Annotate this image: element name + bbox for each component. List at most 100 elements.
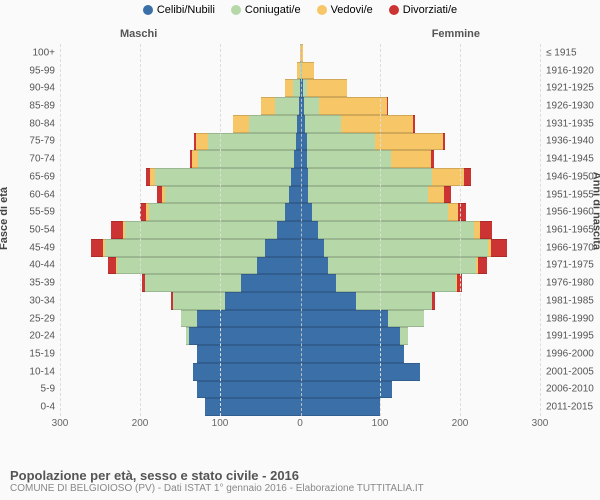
bar-segment xyxy=(302,62,314,80)
birth-label: 1971-1975 xyxy=(540,260,594,271)
male-bar xyxy=(61,98,301,114)
legend-item: Divorziati/e xyxy=(389,4,457,16)
birth-label: 1996-2000 xyxy=(540,348,594,359)
birth-label: 1946-1950 xyxy=(540,171,594,182)
bar-segment xyxy=(165,186,289,204)
male-bar xyxy=(61,151,301,167)
age-label: 50-54 xyxy=(29,224,61,235)
bar-segment xyxy=(117,257,257,275)
female-bar xyxy=(301,399,541,415)
bar-segment xyxy=(301,345,405,363)
male-bar xyxy=(61,328,301,344)
birth-label: 1951-1955 xyxy=(540,189,594,200)
birth-label: ≤ 1915 xyxy=(540,47,577,58)
bar-segment xyxy=(257,257,301,275)
gender-label-male: Maschi xyxy=(120,28,157,40)
grid-line xyxy=(380,44,381,416)
age-label: 10-14 xyxy=(29,366,61,377)
x-tick: 200 xyxy=(452,418,469,429)
bar-segment xyxy=(301,381,393,399)
bar-segment xyxy=(91,239,103,257)
legend-label: Divorziati/e xyxy=(403,4,457,16)
bar-segment xyxy=(197,345,301,363)
bar-segment xyxy=(301,310,389,328)
female-bar xyxy=(301,45,541,61)
bar-segment xyxy=(336,274,456,292)
male-bar xyxy=(61,63,301,79)
male-bar xyxy=(61,364,301,380)
bar-segment xyxy=(149,203,285,221)
age-label: 30-34 xyxy=(29,295,61,306)
bar-segment xyxy=(319,97,387,115)
bar-segment xyxy=(301,239,325,257)
y-axis-title-left: Fasce di età xyxy=(0,187,10,250)
female-bar xyxy=(301,134,541,150)
bar-segment xyxy=(275,97,299,115)
male-bar xyxy=(61,222,301,238)
birth-label: 1916-1920 xyxy=(540,65,594,76)
birth-label: 1931-1935 xyxy=(540,118,594,129)
bar-segment xyxy=(301,292,357,310)
chart-title: Popolazione per età, sesso e stato civil… xyxy=(10,468,590,483)
bar-segment xyxy=(400,327,408,345)
age-label: 90-94 xyxy=(29,83,61,94)
bar-segment xyxy=(301,203,313,221)
bar-segment xyxy=(301,186,309,204)
age-label: 5-9 xyxy=(41,384,61,395)
female-bar xyxy=(301,258,541,274)
bar-segment xyxy=(443,133,445,151)
birth-label: 1961-1965 xyxy=(540,224,594,235)
female-bar xyxy=(301,204,541,220)
female-bar xyxy=(301,169,541,185)
bar-segment xyxy=(197,381,301,399)
bar-segment xyxy=(196,133,208,151)
x-tick: 0 xyxy=(297,418,303,429)
age-label: 75-79 xyxy=(29,136,61,147)
bar-segment xyxy=(480,221,492,239)
female-bar xyxy=(301,98,541,114)
legend-item: Coniugati/e xyxy=(231,4,301,16)
female-bar xyxy=(301,151,541,167)
bar-segment xyxy=(428,186,444,204)
grid-line xyxy=(460,44,461,416)
bar-segment xyxy=(155,168,291,186)
age-label: 85-89 xyxy=(29,100,61,111)
x-tick: 300 xyxy=(52,418,69,429)
male-bar xyxy=(61,45,301,61)
bar-segment xyxy=(208,133,296,151)
legend-swatch xyxy=(317,5,327,15)
legend-swatch xyxy=(143,5,153,15)
bar-segment xyxy=(301,168,309,186)
bar-segment xyxy=(448,203,458,221)
bar-segment xyxy=(413,115,415,133)
bar-segment xyxy=(375,133,443,151)
legend-swatch xyxy=(231,5,241,15)
bar-segment xyxy=(301,363,421,381)
bar-segment xyxy=(307,150,391,168)
bar-segment xyxy=(265,239,301,257)
birth-label: 1956-1960 xyxy=(540,207,594,218)
age-label: 95-99 xyxy=(29,65,61,76)
bar-segment xyxy=(491,239,507,257)
bar-segment xyxy=(431,150,434,168)
age-label: 25-29 xyxy=(29,313,61,324)
age-label: 100+ xyxy=(32,47,61,58)
grid-line xyxy=(220,44,221,416)
age-label: 60-64 xyxy=(29,189,61,200)
age-label: 0-4 xyxy=(41,402,61,413)
legend-swatch xyxy=(389,5,399,15)
female-bar xyxy=(301,187,541,203)
bar-segment xyxy=(173,292,225,310)
birth-label: 1941-1945 xyxy=(540,154,594,165)
bar-segment xyxy=(105,239,265,257)
bar-segment xyxy=(308,168,432,186)
female-bar xyxy=(301,116,541,132)
bar-segment xyxy=(225,292,301,310)
male-bar xyxy=(61,240,301,256)
bar-segment xyxy=(305,115,341,133)
bar-segment xyxy=(198,150,294,168)
female-bar xyxy=(301,364,541,380)
age-label: 20-24 xyxy=(29,331,61,342)
bar-segment xyxy=(388,310,424,328)
male-bar xyxy=(61,258,301,274)
